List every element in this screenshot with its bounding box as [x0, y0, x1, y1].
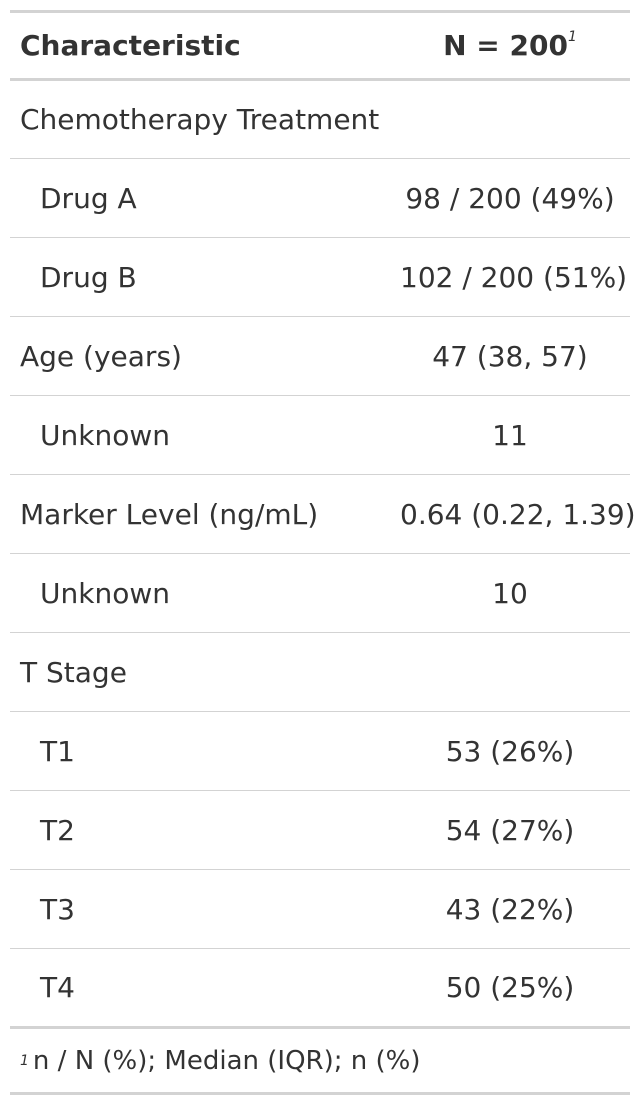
table-body: Chemotherapy Treatment Drug A 98 / 200 (…	[10, 79, 636, 1029]
summary-table-container: Characteristic N = 2001 Chemotherapy Tre…	[10, 0, 636, 1095]
row-value: 98 / 200 (49%)	[390, 158, 630, 238]
table-row: T3 43 (22%)	[10, 869, 630, 949]
table-row: Unknown 11	[10, 395, 630, 475]
row-label: Chemotherapy Treatment	[10, 79, 390, 159]
row-label: Age (years)	[10, 316, 390, 396]
row-value: 102 / 200 (51%)	[390, 237, 630, 317]
row-label: T4	[10, 948, 390, 1029]
table-row: T Stage	[10, 632, 630, 712]
row-label: T1	[10, 711, 390, 791]
row-label: T Stage	[10, 632, 390, 712]
table-row: Marker Level (ng/mL) 0.64 (0.22, 1.39)	[10, 474, 636, 554]
summary-table: Characteristic N = 2001 Chemotherapy Tre…	[10, 10, 636, 1029]
header-footnote-mark: 1	[567, 29, 577, 45]
footnote-text: n / N (%); Median (IQR); n (%)	[32, 1045, 421, 1076]
row-label: Unknown	[10, 553, 390, 633]
row-value	[390, 632, 630, 712]
table-row: Unknown 10	[10, 553, 630, 633]
row-value: 53 (26%)	[390, 711, 630, 791]
row-label: Marker Level (ng/mL)	[10, 474, 390, 554]
table-row: T2 54 (27%)	[10, 790, 630, 870]
header-n-label: N = 200	[443, 29, 568, 62]
row-value: 50 (25%)	[390, 948, 630, 1029]
row-label: Drug A	[10, 158, 390, 238]
table-row: T4 50 (25%)	[10, 948, 630, 1029]
row-value: 0.64 (0.22, 1.39)	[390, 474, 636, 554]
row-value: 10	[390, 553, 630, 633]
row-value: 54 (27%)	[390, 790, 630, 870]
table-row: Drug B 102 / 200 (51%)	[10, 237, 630, 317]
row-value: 47 (38, 57)	[390, 316, 630, 396]
row-label: T3	[10, 869, 390, 949]
table-row: Chemotherapy Treatment	[10, 79, 630, 159]
row-label: Drug B	[10, 237, 390, 317]
header-row: Characteristic N = 2001	[10, 10, 630, 81]
header-characteristic: Characteristic	[10, 10, 390, 81]
row-value: 11	[390, 395, 630, 475]
row-value	[390, 79, 630, 159]
row-label: T2	[10, 790, 390, 870]
table-row: T1 53 (26%)	[10, 711, 630, 791]
table-row: Drug A 98 / 200 (49%)	[10, 158, 630, 238]
row-value: 43 (22%)	[390, 869, 630, 949]
header-n: N = 2001	[390, 10, 630, 81]
table-header: Characteristic N = 2001	[10, 10, 630, 81]
table-row: Age (years) 47 (38, 57)	[10, 316, 630, 396]
row-label: Unknown	[10, 395, 390, 475]
